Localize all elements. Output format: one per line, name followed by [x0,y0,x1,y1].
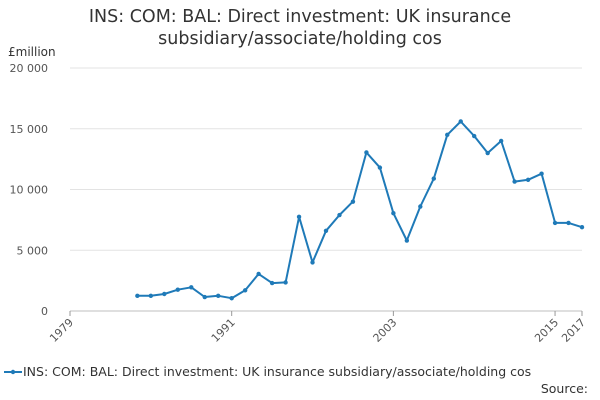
data-point [485,150,490,156]
legend-label: INS: COM: BAL: Direct investment: UK ins… [23,364,532,379]
data-point [525,177,531,182]
x-tick-label: 2017 [559,316,588,345]
data-point [539,171,544,176]
y-tick-label: 0 [41,305,48,318]
legend-swatch [4,369,22,375]
series-line [137,120,583,300]
data-point [566,220,571,226]
data-point [202,294,207,300]
data-point [418,204,423,209]
data-point [229,296,234,301]
chart-title: INS: COM: BAL: Direct investment: UK ins… [0,6,600,50]
data-point [175,287,180,292]
data-point [445,132,450,138]
data-point [552,220,558,226]
y-tick-label: 5 000 [17,244,49,257]
y-tick-label: 15 000 [10,123,49,136]
data-point [189,285,194,290]
data-point [310,260,315,265]
data-point [135,293,140,299]
data-point [256,271,261,277]
data-point [377,165,383,170]
data-point [323,228,329,234]
x-tick-label: 2015 [532,316,561,345]
grid-lines [70,67,582,312]
data-point [458,119,463,124]
x-tick-label: 2003 [370,316,399,345]
data-point [350,199,356,204]
x-tick-label: 1991 [209,316,238,345]
y-tick-label: 20 000 [10,62,49,75]
data-point [337,212,342,218]
data-point [162,291,167,297]
source-label: Source: [540,381,588,396]
data-point [404,238,410,243]
data-point [431,176,436,181]
data-point [364,150,369,155]
data-point [391,210,396,216]
y-axis: £million 0 5 000 10 000 15 000 20 000 [8,45,56,318]
chart-title-line-2: subsidiary/associate/holding cos [158,29,442,49]
data-point [216,293,221,299]
data-point [512,179,517,184]
data-point [283,280,288,285]
data-point [148,293,154,299]
x-tick-label: 1979 [47,316,76,345]
data-point [472,133,477,139]
data-point [242,288,248,293]
y-axis-label: £million [8,45,56,59]
chart-title-line-1: INS: COM: BAL: Direct investment: UK ins… [88,7,512,27]
legend: INS: COM: BAL: Direct investment: UK ins… [4,364,600,384]
data-point [579,224,585,230]
plot-area [135,119,585,301]
y-tick-label: 10 000 [10,184,49,197]
data-point [269,280,275,286]
data-point [498,138,504,144]
data-point [296,214,302,220]
